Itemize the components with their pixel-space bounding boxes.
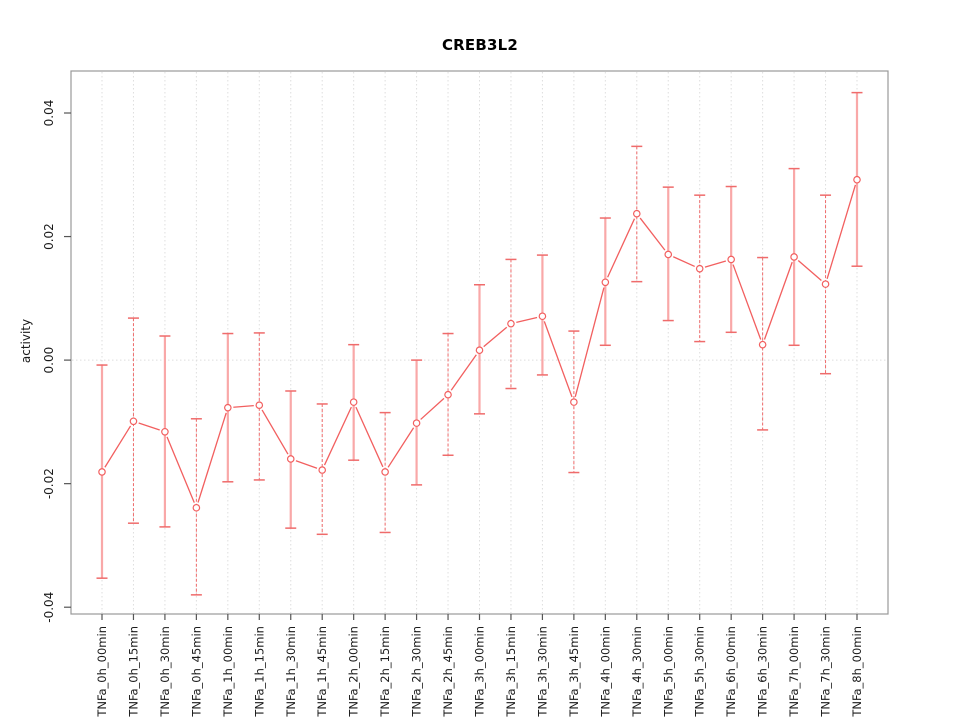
chart-title: CREB3L2 bbox=[441, 36, 519, 54]
x-tick-label: TNFa_3h_00min bbox=[473, 626, 487, 718]
series-segment bbox=[732, 264, 762, 340]
y-tick-label: -0.02 bbox=[42, 468, 56, 499]
x-tick-label: TNFa_4h_30min bbox=[630, 626, 644, 718]
data-point bbox=[695, 264, 704, 273]
x-tick-label: TNFa_1h_15min bbox=[252, 626, 266, 718]
x-tick-label: TNFa_6h_00min bbox=[724, 626, 738, 718]
series-segment bbox=[420, 397, 445, 420]
data-point bbox=[758, 340, 767, 349]
data-point bbox=[224, 403, 232, 412]
series-segment bbox=[826, 184, 857, 280]
data-point bbox=[286, 455, 295, 463]
x-tick-label: TNFa_2h_30min bbox=[410, 626, 424, 718]
x-tick-label: TNFa_7h_00min bbox=[787, 626, 801, 718]
data-point bbox=[349, 398, 358, 406]
x-tick-label: TNFa_2h_00min bbox=[347, 626, 361, 718]
x-tick-label: TNFa_0h_15min bbox=[126, 626, 140, 718]
data-point bbox=[192, 503, 201, 512]
data-point bbox=[538, 312, 547, 321]
data-point bbox=[853, 175, 861, 184]
series-segment bbox=[450, 354, 477, 391]
data-point bbox=[727, 255, 735, 264]
series-segment bbox=[166, 436, 195, 503]
x-tick-label: TNFa_2h_15min bbox=[378, 626, 392, 718]
x-tick-label: TNFa_4h_00min bbox=[598, 626, 612, 718]
data-point bbox=[98, 468, 106, 476]
y-tick-label: 0.04 bbox=[42, 100, 56, 127]
y-tick-label: 0.00 bbox=[42, 347, 56, 374]
series-segment bbox=[261, 409, 289, 455]
data-point bbox=[664, 250, 673, 259]
x-tick-label: TNFa_8h_00min bbox=[850, 626, 864, 718]
data-point bbox=[475, 346, 484, 355]
series-segment bbox=[672, 256, 695, 268]
y-tick-label: 0.02 bbox=[42, 223, 56, 250]
series-segment bbox=[574, 287, 605, 397]
series-segment bbox=[639, 217, 666, 251]
data-point bbox=[444, 390, 452, 399]
x-tick-label: TNFa_3h_15min bbox=[504, 626, 518, 718]
x-tick-label: TNFa_3h_30min bbox=[535, 626, 549, 718]
series-segment bbox=[355, 406, 384, 468]
x-tick-label: TNFa_0h_30min bbox=[158, 626, 172, 718]
x-tick-label: TNFa_7h_30min bbox=[819, 626, 833, 718]
series-segment bbox=[387, 427, 415, 468]
x-tick-label: TNFa_0h_45min bbox=[189, 626, 203, 718]
x-tick-label: TNFa_0h_00min bbox=[95, 626, 109, 718]
data-point bbox=[570, 398, 578, 406]
data-point bbox=[507, 319, 515, 328]
series-segment bbox=[483, 326, 508, 348]
series-segment bbox=[543, 321, 573, 398]
x-tick-label: TNFa_5h_30min bbox=[693, 626, 707, 718]
data-point bbox=[632, 209, 641, 218]
series-segment bbox=[607, 218, 636, 278]
x-tick-label: TNFa_1h_30min bbox=[284, 626, 298, 718]
data-point bbox=[412, 419, 421, 427]
x-tick-label: TNFa_3h_45min bbox=[567, 626, 581, 718]
series-segment bbox=[233, 404, 254, 408]
data-point bbox=[381, 468, 389, 476]
series-segment bbox=[104, 425, 132, 468]
series-segment bbox=[138, 422, 160, 431]
x-tick-label: TNFa_1h_00min bbox=[221, 626, 235, 718]
series-segment bbox=[295, 460, 318, 469]
y-tick-label: -0.04 bbox=[42, 592, 56, 623]
series-segment bbox=[763, 261, 793, 340]
x-tick-label: TNFa_1h_45min bbox=[315, 626, 329, 718]
series-segment bbox=[797, 260, 822, 282]
x-tick-label: TNFa_5h_00min bbox=[661, 626, 675, 718]
series-segment bbox=[197, 412, 227, 503]
series-segment bbox=[516, 316, 538, 324]
data-point bbox=[255, 401, 264, 410]
data-point bbox=[161, 427, 169, 436]
x-tick-label: TNFa_6h_30min bbox=[756, 626, 770, 718]
data-point bbox=[129, 417, 138, 426]
series-segment bbox=[704, 260, 727, 268]
data-point bbox=[821, 280, 830, 288]
data-point bbox=[318, 466, 327, 474]
series-segment bbox=[323, 406, 352, 466]
data-point bbox=[601, 278, 610, 287]
data-point bbox=[790, 253, 798, 261]
x-tick-label: TNFa_2h_45min bbox=[441, 626, 455, 718]
